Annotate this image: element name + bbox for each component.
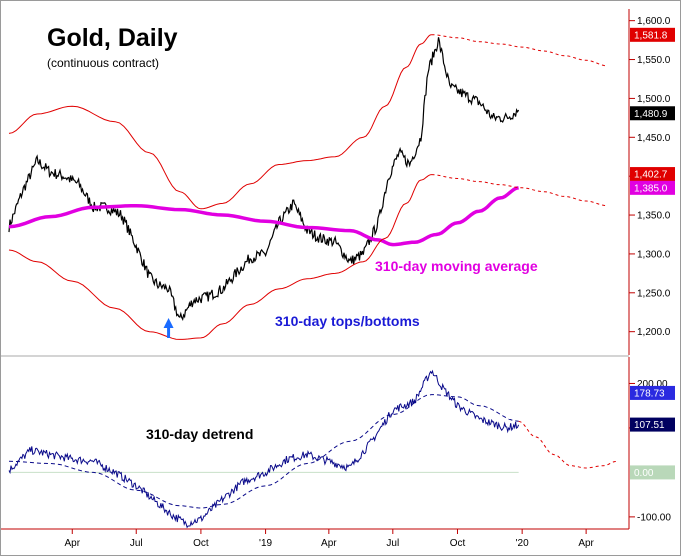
detrend-series-1-line: [8, 394, 519, 509]
detrend-badge: [630, 385, 675, 400]
price-y-tick-label: 1,550.0: [637, 55, 671, 66]
x-tick-label: Apr: [321, 538, 337, 549]
price-series-2-line: [8, 34, 432, 210]
price-badge-label: 1,385.0: [634, 183, 668, 194]
price-panel: 1,600.01,550.01,500.01,450.01,400.01,350…: [8, 9, 675, 355]
x-tick-label: Oct: [193, 538, 209, 549]
price-y-tick-label: 1,200.0: [637, 327, 671, 338]
price-badge: [630, 167, 675, 182]
price-y-tick-label: 1,250.0: [637, 288, 671, 299]
x-tick-label: '20: [516, 538, 529, 549]
chart-subtitle: (continuous contract): [47, 56, 159, 70]
price-badge-label: 1,402.7: [634, 170, 668, 181]
detrend-badge-label: 0.00: [634, 468, 654, 479]
ma-annotation: 310-day moving average: [375, 258, 538, 274]
price-series-3-line: [8, 174, 432, 340]
x-tick-label: Oct: [450, 538, 466, 549]
price-series-0-line: [8, 37, 520, 322]
price-y-tick-label: 1,450.0: [637, 133, 671, 144]
x-tick-label: '19: [259, 538, 272, 549]
price-series-4-line: [431, 34, 608, 67]
price-badge-label: 1,581.8: [634, 30, 668, 41]
detrend-y-tick-label: 200.00: [637, 379, 668, 390]
price-y-tick-label: 1,300.0: [637, 249, 671, 260]
detrend-badge-label: 178.73: [634, 388, 665, 399]
detrend-badge: [630, 465, 675, 480]
detrend-badge: [630, 417, 675, 432]
x-tick-label: Jul: [386, 538, 399, 549]
detrend-series-0-line: [8, 369, 520, 529]
detrend-badge-label: 107.51: [634, 420, 665, 431]
price-badge-label: 1,480.9: [634, 109, 668, 120]
detrend-series-2-line: [518, 420, 618, 469]
x-tick-label: Jul: [130, 538, 143, 549]
tops-bottoms-annotation: 310-day tops/bottoms: [275, 313, 420, 329]
price-badge: [630, 106, 675, 121]
price-y-tick-label: 1,600.0: [637, 16, 671, 27]
x-tick-label: Apr: [64, 538, 80, 549]
x-axis: Apr Jul Oct '19 Apr Jul Oct '20 Apr: [1, 528, 629, 549]
bottom-arrow-icon: [163, 318, 174, 338]
price-y-tick-label: 1,500.0: [637, 94, 671, 105]
x-tick-label: Apr: [578, 538, 594, 549]
detrend-y-tick-label: -100.00: [637, 512, 671, 523]
detrend-annotation: 310-day detrend: [146, 426, 253, 442]
price-badge: [630, 27, 675, 42]
price-badge: [630, 180, 675, 195]
price-series-1-line: [8, 186, 519, 247]
price-y-tick-label: 1,350.0: [637, 211, 671, 222]
chart-title: Gold, Daily: [47, 24, 178, 52]
price-series-5-line: [431, 174, 608, 207]
